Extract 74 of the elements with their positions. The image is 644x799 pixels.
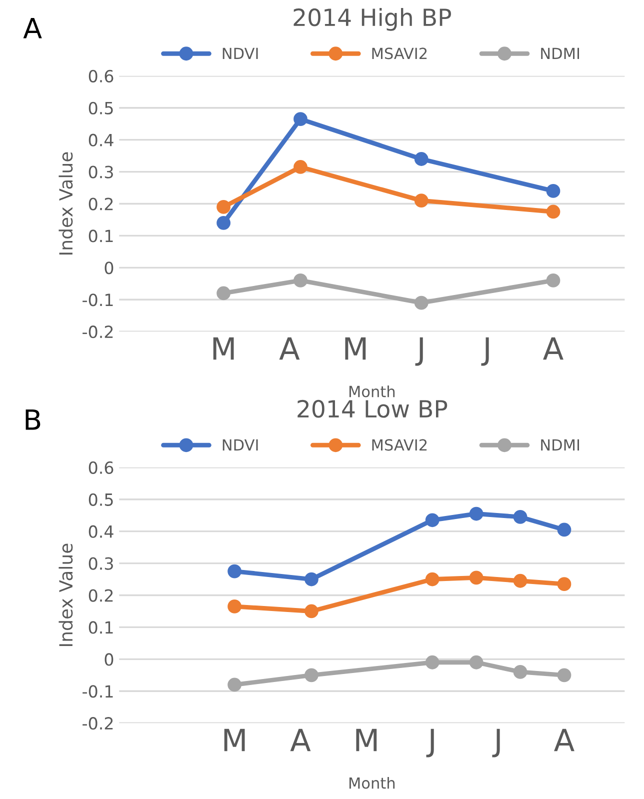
point xyxy=(294,274,308,288)
y-tick-label: 0.4 xyxy=(88,525,114,538)
point xyxy=(546,274,560,288)
x-axis-title: Month xyxy=(349,776,395,789)
y-tick-label: 0.3 xyxy=(88,166,113,178)
legend-label: NDVI xyxy=(222,48,258,59)
x-tick-label: A xyxy=(543,337,564,360)
point xyxy=(228,678,242,692)
y-tick-label: -0.2 xyxy=(82,326,113,338)
legend-label: MSAVI2 xyxy=(372,48,427,60)
y-tick-label: -0.1 xyxy=(82,685,113,698)
point xyxy=(513,574,528,588)
y-tick-label: 0.2 xyxy=(88,589,113,602)
point xyxy=(216,216,230,230)
y-tick-label: 0.6 xyxy=(88,461,114,474)
point xyxy=(294,160,308,174)
y-axis-title: Index Value xyxy=(58,152,73,254)
y-tick-label: 0.6 xyxy=(88,70,114,82)
point xyxy=(304,668,318,682)
y-tick-label: 0.2 xyxy=(88,198,113,210)
point xyxy=(425,655,440,670)
y-axis-title: Index Value xyxy=(58,544,73,646)
x-tick-label: J xyxy=(481,337,489,366)
x-axis-title: Month xyxy=(349,385,395,398)
point xyxy=(228,564,242,578)
y-tick-label: -0.1 xyxy=(82,294,113,306)
chart-title: 2014 Low BP xyxy=(298,400,448,418)
point xyxy=(546,204,560,219)
point xyxy=(414,194,428,208)
point xyxy=(414,296,428,310)
y-tick-label: 0.5 xyxy=(88,102,113,114)
point xyxy=(304,604,318,618)
point xyxy=(216,286,230,300)
y-tick-label: 0 xyxy=(104,653,114,666)
point xyxy=(216,200,230,214)
legend-label: MSAVI2 xyxy=(372,439,427,451)
x-tick-label: M xyxy=(224,728,245,752)
text: A xyxy=(23,18,42,38)
point xyxy=(557,577,572,592)
x-tick-label: J xyxy=(415,337,423,366)
point xyxy=(557,522,572,537)
x-tick-label: J xyxy=(426,728,434,758)
point xyxy=(469,570,484,585)
point xyxy=(557,668,572,682)
legend-label: NDMI xyxy=(541,48,580,59)
x-tick-label: A xyxy=(279,337,300,360)
legend-label: NDMI xyxy=(541,439,580,450)
text: B xyxy=(26,409,40,430)
y-tick-label: 0.3 xyxy=(88,557,113,570)
x-tick-label: M xyxy=(356,728,377,752)
point xyxy=(513,665,528,679)
point xyxy=(294,112,308,126)
point xyxy=(304,572,318,586)
x-tick-label: M xyxy=(213,337,234,360)
y-tick-label: 0.5 xyxy=(88,493,113,506)
chart-title: 2014 High BP xyxy=(294,8,452,31)
y-tick-label: 0.4 xyxy=(88,134,114,146)
point xyxy=(469,506,484,521)
y-tick-label: -0.2 xyxy=(82,717,113,730)
legend-label: NDVI xyxy=(222,439,258,450)
x-tick-label: A xyxy=(554,728,574,752)
point xyxy=(425,513,440,528)
y-tick-label: 0.1 xyxy=(88,230,113,242)
x-tick-label: J xyxy=(492,728,500,758)
x-tick-label: M xyxy=(345,337,366,360)
point xyxy=(469,655,484,670)
point xyxy=(228,599,242,614)
y-tick-label: 0.1 xyxy=(88,621,113,634)
point xyxy=(546,184,560,198)
x-tick-label: A xyxy=(290,728,311,752)
point xyxy=(414,152,428,166)
point xyxy=(513,510,528,524)
point xyxy=(425,572,440,586)
y-tick-label: 0 xyxy=(104,262,114,274)
